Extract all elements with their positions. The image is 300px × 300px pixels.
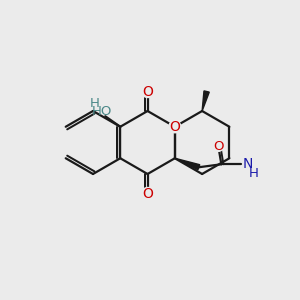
Text: H: H [248, 167, 258, 180]
Text: N: N [242, 157, 253, 171]
Polygon shape [202, 91, 209, 111]
Circle shape [142, 188, 154, 200]
Text: H: H [90, 97, 100, 110]
Circle shape [142, 85, 154, 98]
Circle shape [213, 141, 224, 152]
Text: O: O [213, 140, 224, 153]
Text: O: O [169, 120, 180, 134]
Text: O: O [142, 85, 153, 98]
Polygon shape [175, 158, 200, 170]
Circle shape [169, 121, 181, 133]
Text: HO: HO [92, 105, 112, 118]
Text: O: O [142, 187, 153, 200]
